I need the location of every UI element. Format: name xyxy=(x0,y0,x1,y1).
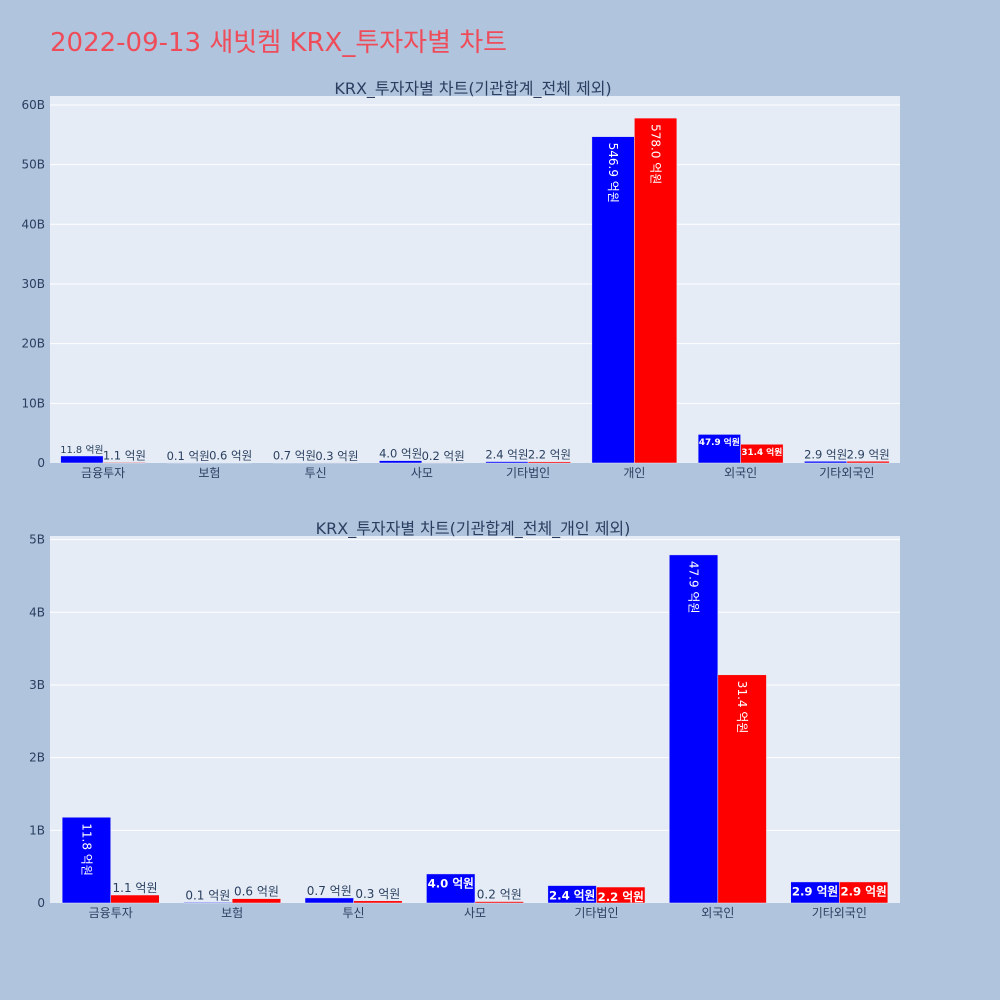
bar-value-label: 2.9 억원 xyxy=(840,885,886,899)
x-tick-label: 금융투자 xyxy=(81,466,125,480)
x-tick-label: 투신 xyxy=(343,906,365,920)
bar xyxy=(102,462,146,464)
bar xyxy=(596,886,646,904)
bar-value-label: 31.4 억원 xyxy=(741,446,782,458)
bar xyxy=(426,873,476,904)
bar-value-label: 1.1 억원 xyxy=(103,448,146,462)
y-tick-label: 30B xyxy=(21,277,45,291)
bar xyxy=(846,461,890,464)
bar xyxy=(717,674,767,904)
chart-panel-2: 0 1B 2B 3B 4B 5B KRX_투자자별 차트(기관합계_전체_개인 제외) 금융투… xyxy=(29,519,900,920)
y-tick-label: 0 xyxy=(37,896,45,910)
x-tick-label: 기타외국인 xyxy=(819,466,874,480)
y-tick-label: 40B xyxy=(21,217,45,231)
chart-panel-1: 0 10B 20B 30B 40B 50B 60B KRX_투자자별 차트(기관합계_전체 제… xyxy=(21,79,900,480)
y-tick-label: 20B xyxy=(21,337,45,351)
bar-value-label: 2.2 억원 xyxy=(528,448,571,462)
bar xyxy=(634,117,678,464)
plot-area xyxy=(50,536,900,903)
bar xyxy=(379,460,423,464)
x-tick-label: 기타외국인 xyxy=(812,906,867,920)
bar xyxy=(591,136,635,464)
y-tick-label: 3B xyxy=(29,678,45,692)
plot-area xyxy=(50,96,900,463)
bar-value-label: 0.6 억원 xyxy=(209,449,252,463)
bar-value-label: 0.2 억원 xyxy=(422,449,465,463)
page-title: 2022-09-13 새빗켐 KRX_투자자별 차트 xyxy=(50,28,508,58)
x-tick-label: 사모 xyxy=(411,466,433,480)
x-tick-label: 보험 xyxy=(221,906,243,920)
bar xyxy=(839,881,889,904)
bar xyxy=(61,816,111,904)
bar-value-label: 0.2 억원 xyxy=(477,888,522,902)
bar-value-label: 2.9 억원 xyxy=(792,885,838,899)
bar-value-label: 31.4 억원 xyxy=(735,681,749,734)
y-tick-label: 10B xyxy=(21,396,45,410)
x-tick-label: 외국인 xyxy=(701,906,734,920)
bar-value-label: 546.9 억원 xyxy=(606,143,620,203)
chart-title: KRX_투자자별 차트(기관합계_전체_개인 제외) xyxy=(316,519,631,539)
x-tick-label: 기타법인 xyxy=(574,906,618,920)
bar-value-label: 0.6 억원 xyxy=(234,885,279,899)
bar xyxy=(527,461,571,464)
bar xyxy=(183,902,233,904)
bar-value-label: 0.1 억원 xyxy=(167,449,210,463)
bar-value-label: 0.7 억원 xyxy=(307,884,352,898)
bar xyxy=(110,894,160,904)
bar-value-label: 4.0 억원 xyxy=(428,877,474,891)
bar-value-label: 0.3 억원 xyxy=(315,449,358,463)
bar xyxy=(304,897,354,904)
y-tick-label: 0 xyxy=(37,456,45,470)
bar-value-label: 4.0 억원 xyxy=(379,447,422,461)
bar-value-label: 47.9 억원 xyxy=(699,436,740,448)
bar xyxy=(485,461,529,464)
bar xyxy=(474,901,524,904)
bar xyxy=(353,900,403,904)
x-tick-label: 금융투자 xyxy=(89,906,133,920)
bar xyxy=(740,444,784,464)
bar-value-label: 47.9 억원 xyxy=(687,561,701,614)
bar xyxy=(804,461,848,464)
bar xyxy=(669,554,719,904)
x-tick-label: 개인 xyxy=(623,466,645,480)
x-tick-label: 투신 xyxy=(305,466,327,480)
bar-value-label: 11.8 억원 xyxy=(79,823,93,876)
y-tick-label: 60B xyxy=(21,98,45,112)
bar-value-label: 2.4 억원 xyxy=(549,888,595,902)
x-tick-label: 외국인 xyxy=(724,466,757,480)
bar-value-label: 2.9 억원 xyxy=(804,447,847,461)
chart-title: KRX_투자자별 차트(기관합계_전체 제외) xyxy=(334,79,611,99)
y-tick-label: 4B xyxy=(29,605,45,619)
bar-value-label: 2.9 억원 xyxy=(847,447,890,461)
x-tick-label: 기타법인 xyxy=(506,466,550,480)
bar-value-label: 2.2 억원 xyxy=(598,890,644,904)
bar-value-label: 0.3 억원 xyxy=(355,887,400,901)
bar-value-label: 2.4 억원 xyxy=(485,448,528,462)
bar-value-label: 11.8 억원 xyxy=(60,444,103,456)
y-tick-label: 2B xyxy=(29,751,45,765)
bar-value-label: 1.1 억원 xyxy=(113,881,158,895)
bar-value-label: 578.0 억원 xyxy=(649,124,663,184)
bar xyxy=(60,455,104,464)
x-tick-label: 사모 xyxy=(464,906,486,920)
y-tick-label: 1B xyxy=(29,823,45,837)
bar xyxy=(231,898,281,904)
y-tick-label: 50B xyxy=(21,158,45,172)
bar-value-label: 0.7 억원 xyxy=(273,449,316,463)
bar-value-label: 0.1 억원 xyxy=(185,888,230,902)
y-tick-label: 5B xyxy=(29,533,45,547)
x-tick-label: 보험 xyxy=(198,466,220,480)
